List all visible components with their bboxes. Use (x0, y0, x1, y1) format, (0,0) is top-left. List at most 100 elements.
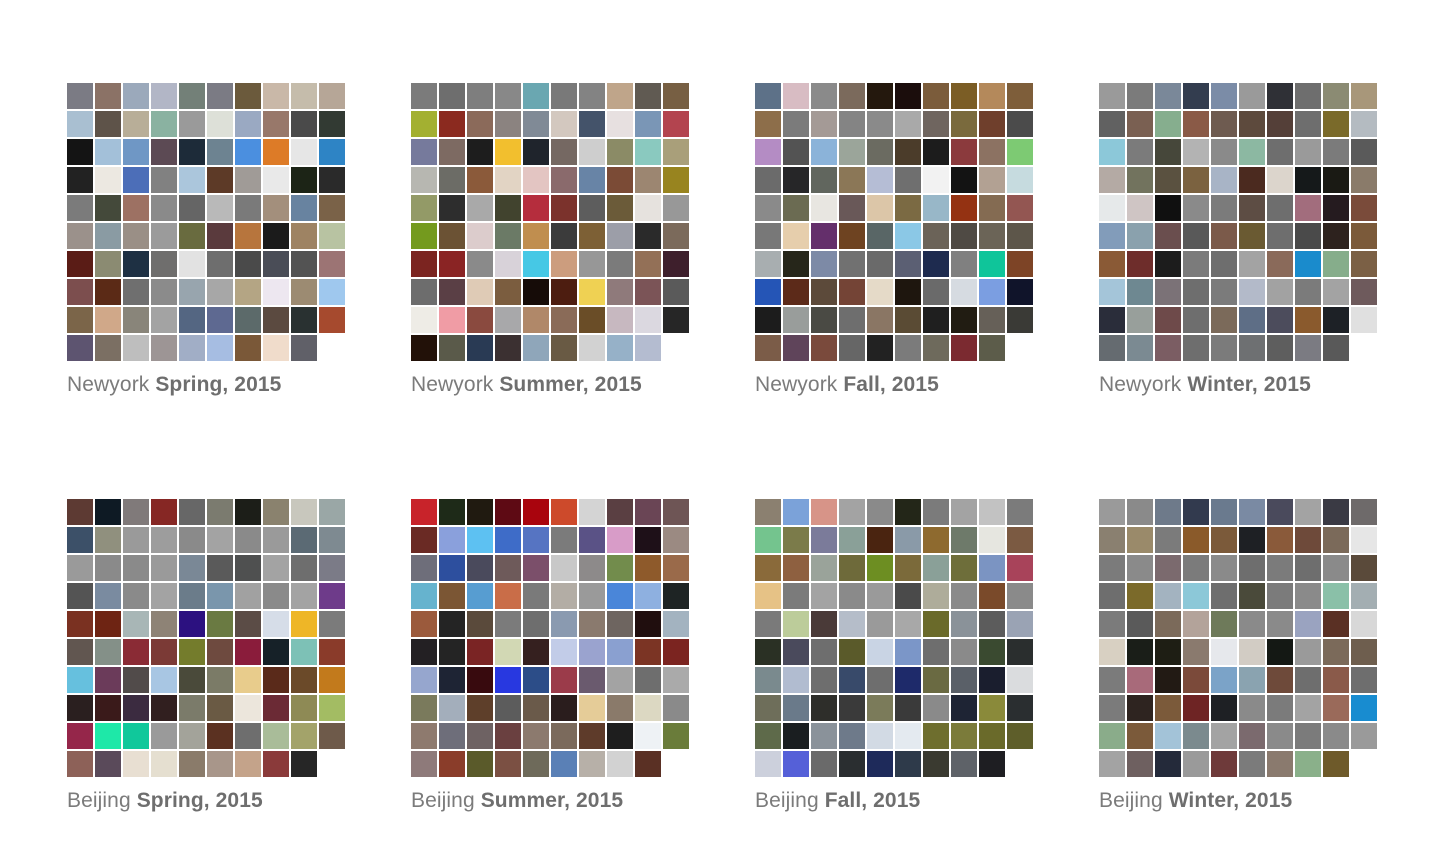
color-swatch (923, 723, 949, 749)
color-swatch (1267, 251, 1293, 277)
panel-caption: Newyork Winter, 2015 (1099, 373, 1311, 397)
color-swatch (439, 139, 465, 165)
color-swatch (1267, 527, 1293, 553)
color-swatch (319, 723, 345, 749)
color-swatch (1183, 499, 1209, 525)
color-swatch (151, 695, 177, 721)
color-swatch (951, 667, 977, 693)
color-swatch (1183, 667, 1209, 693)
color-swatch (607, 335, 633, 361)
color-swatch (783, 499, 809, 525)
color-swatch (607, 223, 633, 249)
color-swatch (551, 583, 577, 609)
color-swatch (979, 307, 1005, 333)
color-swatch (439, 695, 465, 721)
color-swatch (263, 695, 289, 721)
color-swatch (1323, 335, 1349, 361)
color-swatch (755, 167, 781, 193)
color-swatch (95, 195, 121, 221)
color-swatch (783, 167, 809, 193)
color-swatch (635, 723, 661, 749)
color-swatch (1007, 111, 1033, 137)
color-swatch (811, 751, 837, 777)
color-swatch (1323, 723, 1349, 749)
color-swatch (1295, 335, 1321, 361)
color-swatch (235, 695, 261, 721)
color-swatch (951, 555, 977, 581)
color-swatch (1267, 335, 1293, 361)
color-swatch (1099, 611, 1125, 637)
color-swatch (579, 111, 605, 137)
color-swatch (263, 583, 289, 609)
color-swatch (1351, 499, 1377, 525)
panel-newyork-spring: Newyork Spring, 2015 (67, 83, 357, 396)
color-swatch (607, 695, 633, 721)
color-swatch (579, 279, 605, 305)
color-swatch (123, 167, 149, 193)
color-swatch (179, 307, 205, 333)
color-swatch (523, 639, 549, 665)
color-swatch (523, 111, 549, 137)
color-swatch (867, 335, 893, 361)
caption-season: Summer, 2015 (480, 789, 624, 812)
color-swatch (811, 279, 837, 305)
color-swatch (291, 639, 317, 665)
color-swatch (551, 223, 577, 249)
color-swatch (439, 251, 465, 277)
color-swatch (1211, 279, 1237, 305)
color-swatch (811, 667, 837, 693)
color-swatch (979, 751, 1005, 777)
color-swatch (579, 527, 605, 553)
color-swatch (1127, 611, 1153, 637)
color-swatch (1295, 751, 1321, 777)
color-swatch (291, 139, 317, 165)
color-swatch (1267, 583, 1293, 609)
color-swatch (895, 167, 921, 193)
color-swatch (1127, 555, 1153, 581)
color-swatch (839, 611, 865, 637)
color-swatch (607, 611, 633, 637)
color-swatch (867, 195, 893, 221)
color-swatch (839, 499, 865, 525)
color-swatch (1211, 751, 1237, 777)
color-swatch (179, 279, 205, 305)
color-swatch (923, 583, 949, 609)
color-swatch (979, 195, 1005, 221)
color-swatch (579, 555, 605, 581)
color-swatch (1211, 583, 1237, 609)
color-swatch (67, 195, 93, 221)
color-swatch (411, 251, 437, 277)
color-swatch (1295, 695, 1321, 721)
color-swatch (579, 499, 605, 525)
color-swatch (1007, 639, 1033, 665)
color-swatch (1007, 195, 1033, 221)
color-swatch (635, 583, 661, 609)
color-swatch (207, 583, 233, 609)
color-swatch (263, 611, 289, 637)
color-swatch (523, 139, 549, 165)
color-swatch (123, 499, 149, 525)
color-swatch (607, 307, 633, 333)
color-swatch (467, 279, 493, 305)
color-swatch (235, 139, 261, 165)
color-swatch (895, 499, 921, 525)
color-swatch (1127, 111, 1153, 137)
color-swatch (579, 695, 605, 721)
color-swatch (663, 111, 689, 137)
color-swatch (1295, 83, 1321, 109)
color-swatch (867, 527, 893, 553)
color-swatch (1127, 83, 1153, 109)
color-swatch (635, 667, 661, 693)
color-swatch (1267, 555, 1293, 581)
color-swatch (179, 499, 205, 525)
color-swatch (1183, 139, 1209, 165)
color-swatch (439, 83, 465, 109)
color-swatch (495, 527, 521, 553)
color-swatch (207, 335, 233, 361)
panel-newyork-winter: Newyork Winter, 2015 (1099, 83, 1389, 396)
color-swatch (1155, 111, 1181, 137)
color-swatch (1127, 527, 1153, 553)
color-swatch (151, 195, 177, 221)
color-swatch (895, 695, 921, 721)
color-swatch (319, 111, 345, 137)
